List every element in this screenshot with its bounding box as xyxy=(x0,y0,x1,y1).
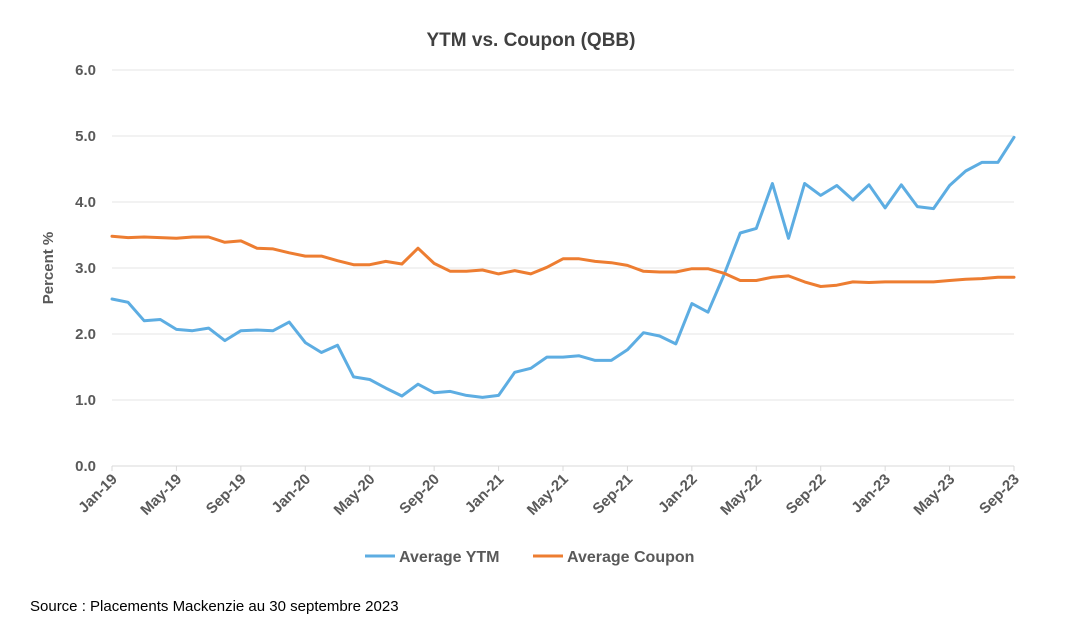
x-tick-label: May-23 xyxy=(910,471,958,519)
chart-title: YTM vs. Coupon (QBB) xyxy=(427,30,636,51)
legend-label: Average Coupon xyxy=(567,549,694,566)
y-tick-label: 6.0 xyxy=(75,62,96,79)
x-tick-label: Jan-23 xyxy=(848,471,894,517)
x-tick-label: Sep-20 xyxy=(396,471,443,518)
x-tick-label: Sep-23 xyxy=(976,471,1023,518)
x-tick-label: Sep-19 xyxy=(203,471,250,518)
y-axis-label: Percent % xyxy=(40,232,57,305)
y-tick-label: 4.0 xyxy=(75,194,96,211)
x-tick-label: May-20 xyxy=(331,471,379,519)
x-tick-label: May-21 xyxy=(524,471,572,519)
y-tick-label: 2.0 xyxy=(75,326,96,343)
x-tick-label: May-19 xyxy=(137,471,185,519)
series-line-average-ytm xyxy=(110,135,1016,399)
y-tick-label: 0.0 xyxy=(75,458,96,475)
x-tick-label: Jan-22 xyxy=(655,471,701,517)
x-tick-label: Jan-21 xyxy=(462,471,508,517)
y-tick-label: 5.0 xyxy=(75,128,96,145)
y-axis-ticks: 0.0 1.0 2.0 3.0 4.0 5.0 6.0 xyxy=(75,62,96,475)
series-lines xyxy=(110,135,1016,399)
x-tick-label: Sep-22 xyxy=(783,471,830,518)
x-tick-label: May-22 xyxy=(717,471,765,519)
x-tick-label: Jan-19 xyxy=(75,471,121,517)
x-tick-label: Sep-21 xyxy=(589,471,636,518)
legend: Average YTM Average Coupon xyxy=(365,549,694,566)
y-tick-label: 1.0 xyxy=(75,392,96,409)
series-line-average-coupon xyxy=(110,234,1016,288)
x-axis-ticks: Jan-19 May-19 Sep-19 Jan-20 May-20 Sep-20 Jan-… xyxy=(75,466,1023,519)
y-tick-label: 3.0 xyxy=(75,260,96,277)
source-note: Source : Placements Mackenzie au 30 sept… xyxy=(30,598,399,615)
x-tick-label: Jan-20 xyxy=(268,471,314,517)
grid xyxy=(112,69,1014,467)
legend-label: Average YTM xyxy=(399,549,499,566)
